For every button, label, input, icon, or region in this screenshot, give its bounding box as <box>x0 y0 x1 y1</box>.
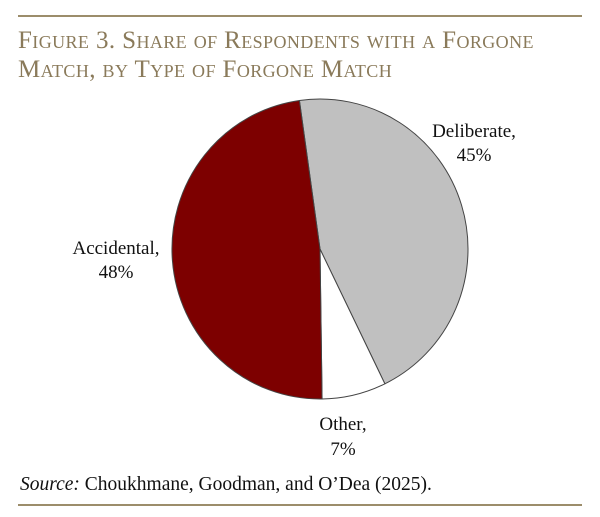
slice-label-deliberate: Deliberate, <box>432 121 516 142</box>
slice-value-deliberate: 45% <box>457 145 492 166</box>
figure-title-line-2: Match, by Type of Forgone Match <box>18 56 393 83</box>
figure-title-line-1: Figure 3. Share of Respondents with a Fo… <box>18 27 534 54</box>
figure-title: Figure 3. Share of Respondents with a Fo… <box>18 26 588 84</box>
source-text: Choukhmane, Goodman, and O’Dea (2025). <box>79 474 432 495</box>
bottom-rule <box>18 504 582 506</box>
source-note: Source: Choukhmane, Goodman, and O’Dea (… <box>20 474 432 496</box>
pie-slices <box>171 98 469 400</box>
slice-value-other: 7% <box>330 439 356 460</box>
pie-slice-accidental <box>171 99 323 400</box>
slice-value-accidental: 48% <box>99 262 134 283</box>
pie-slice-deliberate <box>298 98 469 385</box>
top-rule <box>18 15 582 17</box>
slice-label-accidental: Accidental, <box>72 238 159 259</box>
slice-label-other: Other, <box>319 414 366 435</box>
source-label: Source: <box>20 474 80 495</box>
